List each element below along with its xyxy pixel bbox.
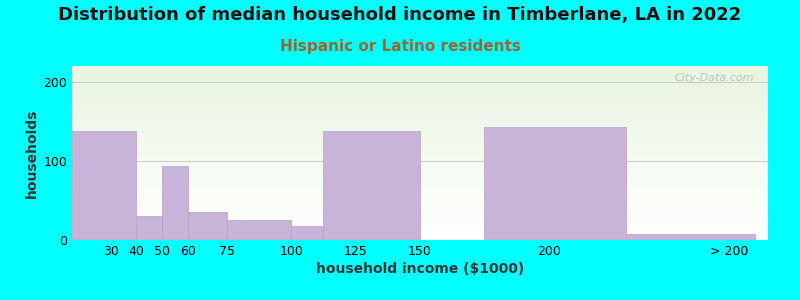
Bar (162, 167, 188, 240)
X-axis label: household income ($1000): household income ($1000) (316, 262, 524, 276)
Bar (137, 216, 162, 240)
Bar (323, 131, 420, 240)
Bar (485, 127, 626, 240)
Bar (72, 131, 137, 240)
Y-axis label: households: households (25, 108, 39, 198)
Bar (291, 226, 323, 240)
Bar (626, 234, 755, 240)
Bar (226, 220, 291, 240)
Text: Distribution of median household income in Timberlane, LA in 2022: Distribution of median household income … (58, 6, 742, 24)
Text: City-Data.com: City-Data.com (674, 73, 754, 83)
Bar (188, 212, 226, 240)
Text: Hispanic or Latino residents: Hispanic or Latino residents (279, 39, 521, 54)
